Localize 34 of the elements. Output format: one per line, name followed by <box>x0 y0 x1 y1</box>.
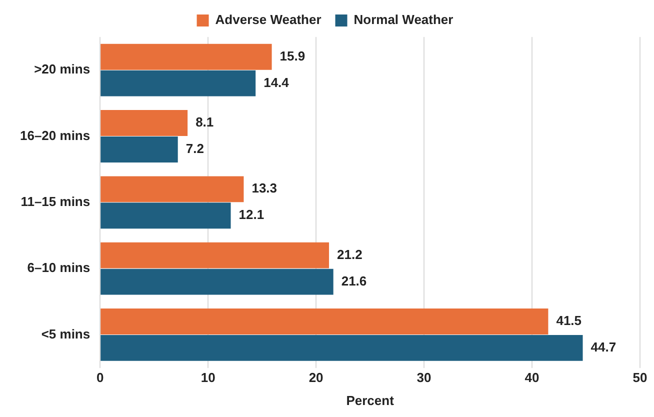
y-tick-label: >20 mins <box>34 62 90 77</box>
bar <box>100 110 188 136</box>
legend-label: Adverse Weather <box>215 12 322 28</box>
x-tick-label: 20 <box>308 370 324 386</box>
y-tick-label: <5 mins <box>41 326 90 342</box>
data-label: 12.1 <box>238 207 264 222</box>
bar <box>100 334 583 361</box>
data-label: 13.3 <box>252 180 278 196</box>
legend-label: Normal Weather <box>354 12 454 28</box>
data-label: 7.2 <box>186 141 204 156</box>
bar <box>100 268 334 295</box>
bar <box>100 242 330 268</box>
x-tick-label: 0 <box>96 370 104 386</box>
data-label: 14.4 <box>264 74 290 90</box>
data-label: 21.2 <box>337 246 362 262</box>
bar <box>100 176 244 202</box>
data-label: 8.1 <box>196 114 214 130</box>
bar <box>100 44 272 70</box>
data-label: 15.9 <box>280 48 306 64</box>
x-tick-label: 30 <box>416 370 432 386</box>
data-label: 41.5 <box>556 313 582 328</box>
bar <box>100 202 231 229</box>
bar <box>100 136 178 162</box>
x-tick-label: 10 <box>200 370 216 386</box>
x-axis-title: Percent <box>346 392 395 408</box>
data-label: 21.6 <box>341 273 367 288</box>
data-label: 44.7 <box>590 340 616 355</box>
y-tick-label: 11–15 mins <box>20 194 90 209</box>
y-tick-label: 16–20 mins <box>20 128 90 143</box>
x-tick-label: 40 <box>524 370 540 386</box>
bar <box>100 70 256 96</box>
x-tick-label: 50 <box>632 370 648 386</box>
y-tick-label: 6–10 mins <box>27 260 90 276</box>
bar <box>100 308 548 334</box>
